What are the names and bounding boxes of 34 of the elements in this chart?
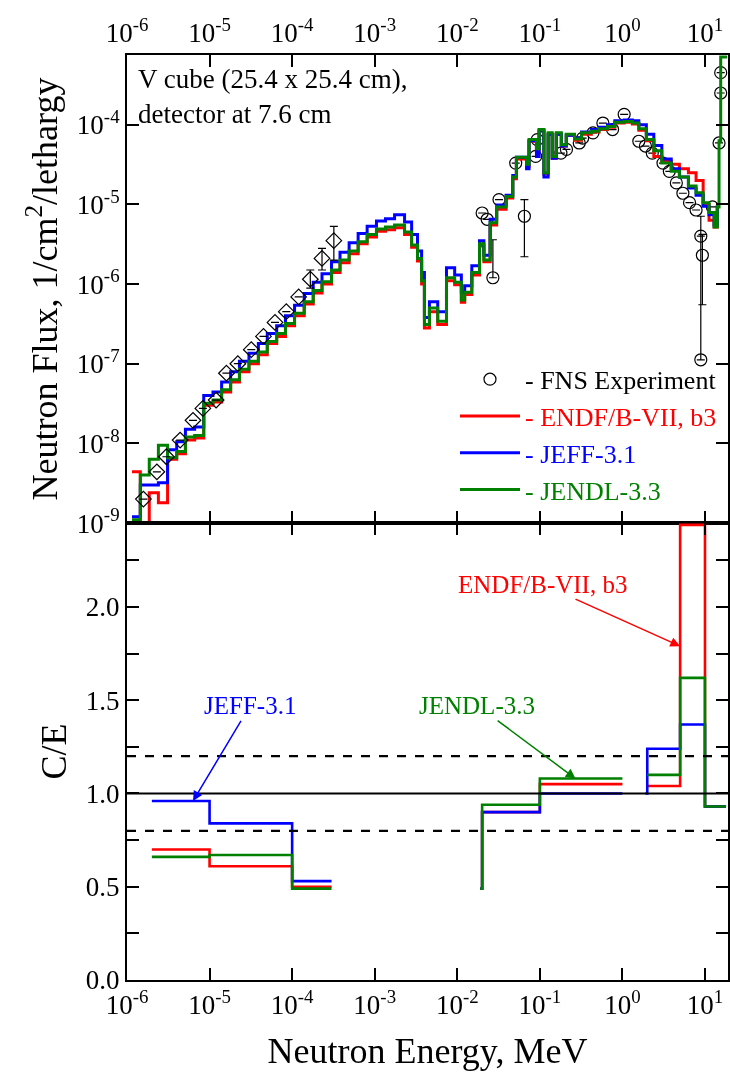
x-tick-label: 10$^{0}$ [604,986,641,1021]
annotation: V cube (25.4 x 25.4 cm), detector at 7.6 cm [138,64,408,130]
x-tick-label: 10$^{-4}$ [270,986,315,1021]
y-tick-label: 10$^{-6}$ [76,265,120,300]
y-tick-label: 10$^{-7}$ [76,344,120,380]
y-tick-label: 10$^{-9}$ [76,504,120,539]
y-tick-label: 1.5 [85,685,120,716]
annotation: ENDF/B-VII, b3 [458,571,628,598]
x-tick-label: 10$^{1}$ [686,986,724,1021]
x-tick-label: 10$^{-5}$ [188,13,231,49]
annotation: JENDL-3.3 [419,692,535,719]
x-tick-label: 10$^{-3}$ [353,986,397,1021]
y-tick-label: 0.5 [85,872,120,903]
x-axis-title: Neutron Energy, MeV [267,1030,588,1071]
x-tick-label: 10$^{-2}$ [435,13,479,49]
y-tick-label: 1.0 [85,778,120,809]
x-tick-label: 10$^{-3}$ [353,13,397,49]
x-tick-label: 10$^{0}$ [604,13,641,49]
legend-label: - ENDF/B-VII, b3 [524,403,717,433]
x-tick-label: 10$^{-1}$ [518,986,562,1021]
x-tick-label: 10$^{-2}$ [435,986,479,1021]
annotation: JEFF-3.1 [204,692,297,719]
y-axis-title: C/E [34,723,75,780]
y-tick-label: 10$^{-8}$ [76,424,120,459]
legend-label: - JEFF-3.1 [524,439,637,469]
legend-label: - FNS Experiment [524,366,717,396]
y-tick-label: 10$^{-4}$ [76,105,121,141]
x-tick-label: 10$^{-4}$ [270,13,315,49]
x-tick-label: 10$^{1}$ [686,13,724,49]
x-tick-label: 10$^{-1}$ [518,13,562,49]
y-tick-label: 10$^{-5}$ [76,185,120,220]
y-tick-label: 2.0 [85,592,120,623]
x-tick-label: 10$^{-5}$ [188,986,231,1021]
legend-label: - JENDL-3.3 [524,476,661,506]
